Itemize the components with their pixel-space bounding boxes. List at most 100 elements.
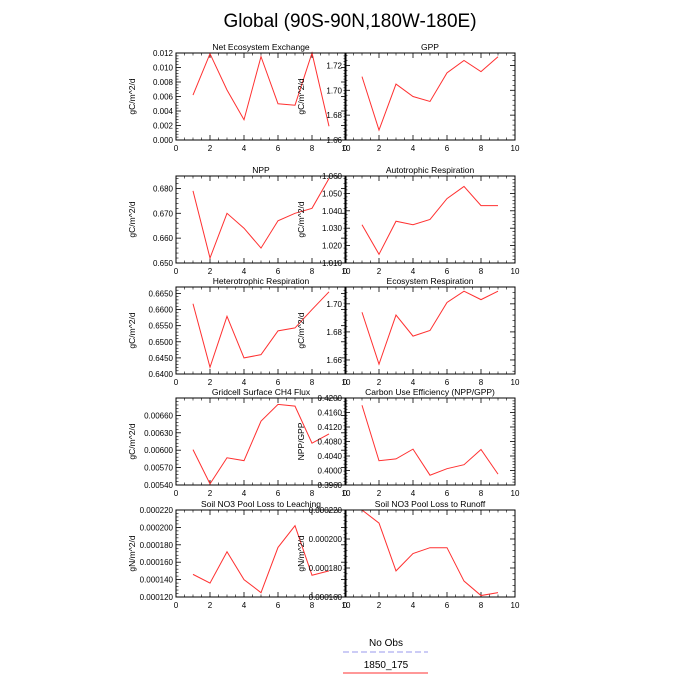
x-tick-label: 10 bbox=[342, 601, 351, 610]
x-tick-label: 0 bbox=[174, 144, 179, 153]
y-tick-label: 0.000220 bbox=[309, 506, 343, 515]
y-axis-label: gC/m^2/d bbox=[296, 78, 306, 114]
panel-6: Ecosystem Respiration gC/m^2/d 0 2 4 6 8 10 1.66… bbox=[296, 276, 520, 387]
x-tick-label: 0 bbox=[174, 378, 179, 387]
y-tick-label: 0.002 bbox=[153, 122, 174, 131]
y-tick-label: 0.4000 bbox=[318, 467, 343, 476]
x-tick-label: 0 bbox=[343, 489, 348, 498]
y-tick-label: 0.4200 bbox=[318, 394, 343, 403]
x-tick-label: 8 bbox=[479, 601, 484, 610]
y-tick-label: 0.000160 bbox=[140, 558, 174, 567]
x-tick-label: 8 bbox=[310, 601, 315, 610]
y-tick-label: 0.00600 bbox=[144, 446, 173, 455]
y-tick-label: 0.010 bbox=[153, 64, 174, 73]
y-tick-label: 0.004 bbox=[153, 107, 174, 116]
y-tick-label: 0.000180 bbox=[309, 564, 343, 573]
y-tick-label: 0.00540 bbox=[144, 481, 173, 490]
x-tick-label: 4 bbox=[242, 267, 247, 276]
y-tick-label: 1.68 bbox=[326, 111, 342, 120]
y-tick-label: 0.012 bbox=[153, 49, 174, 58]
y-tick-label: 1.010 bbox=[322, 259, 343, 268]
x-tick-label: 8 bbox=[479, 378, 484, 387]
panel-8: Carbon Use Efficiency (NPP/GPP) NPP/GPP 0 2… bbox=[296, 387, 520, 498]
y-tick-label: 1.040 bbox=[322, 207, 343, 216]
x-tick-label: 6 bbox=[445, 144, 450, 153]
series-line-1850-175 bbox=[361, 290, 499, 366]
y-axis-label: gC/m^2/d bbox=[296, 201, 306, 237]
panel-10: Soil NO3 Pool Loss to Runoff gN/m^2/d 0 2 4 6… bbox=[296, 499, 520, 610]
y-axis-label: NPP/GPP bbox=[296, 422, 306, 460]
x-tick-label: 10 bbox=[511, 144, 520, 153]
y-tick-label: 1.70 bbox=[326, 300, 342, 309]
x-tick-label: 4 bbox=[242, 601, 247, 610]
x-tick-label: 2 bbox=[208, 601, 213, 610]
x-tick-label: 0 bbox=[343, 378, 348, 387]
x-tick-label: 4 bbox=[242, 378, 247, 387]
y-tick-label: 0.4160 bbox=[318, 409, 343, 418]
x-tick-label: 6 bbox=[445, 378, 450, 387]
y-tick-label: 1.060 bbox=[322, 172, 343, 181]
y-tick-label: 0.6450 bbox=[149, 354, 174, 363]
x-tick-label: 4 bbox=[411, 144, 416, 153]
y-tick-label: 1.020 bbox=[322, 242, 343, 251]
y-tick-label: 0.00630 bbox=[144, 429, 173, 438]
y-tick-label: 1.66 bbox=[326, 356, 342, 365]
plot-frame bbox=[344, 397, 516, 486]
series-line-1850-175 bbox=[361, 185, 498, 256]
x-tick-label: 6 bbox=[445, 601, 450, 610]
x-tick-label: 2 bbox=[208, 144, 213, 153]
panel-title: Soil NO3 Pool Loss to Runoff bbox=[375, 499, 486, 509]
plot-frame bbox=[344, 175, 516, 264]
x-tick-label: 0 bbox=[174, 489, 179, 498]
panel-title: Carbon Use Efficiency (NPP/GPP) bbox=[365, 387, 495, 397]
x-tick-label: 4 bbox=[242, 144, 247, 153]
x-tick-label: 4 bbox=[411, 267, 416, 276]
y-tick-label: 0.000220 bbox=[140, 506, 174, 515]
x-tick-label: 10 bbox=[511, 267, 520, 276]
y-tick-label: 0.4040 bbox=[318, 452, 343, 461]
plot-frame bbox=[175, 286, 347, 375]
y-tick-label: 0.000 bbox=[153, 136, 174, 145]
y-tick-label: 0.000140 bbox=[140, 576, 174, 585]
y-tick-label: 0.670 bbox=[153, 209, 174, 218]
x-tick-label: 10 bbox=[511, 489, 520, 498]
y-tick-label: 0.00570 bbox=[144, 464, 173, 473]
x-tick-label: 4 bbox=[242, 489, 247, 498]
x-tick-label: 6 bbox=[276, 601, 281, 610]
panel-title: Autotrophic Respiration bbox=[386, 165, 475, 175]
x-tick-label: 10 bbox=[511, 378, 520, 387]
y-tick-label: 0.6400 bbox=[149, 370, 174, 379]
x-tick-label: 2 bbox=[208, 378, 213, 387]
x-tick-label: 10 bbox=[342, 378, 351, 387]
panel-title: NPP bbox=[252, 165, 270, 175]
y-tick-label: 1.68 bbox=[326, 328, 342, 337]
plot-frame bbox=[344, 286, 516, 375]
y-axis-label: gC/m^2/d bbox=[127, 201, 137, 237]
x-tick-label: 10 bbox=[342, 489, 351, 498]
x-tick-label: 8 bbox=[310, 144, 315, 153]
figure-title: Global (90S-90N,180W-180E) bbox=[223, 11, 476, 32]
x-tick-label: 0 bbox=[343, 267, 348, 276]
y-tick-label: 1.030 bbox=[322, 224, 343, 233]
series-line-1850-175 bbox=[361, 405, 499, 476]
y-tick-label: 0.650 bbox=[153, 259, 174, 268]
legend: No Obs 1850_175 bbox=[343, 638, 428, 674]
series-line-1850-175 bbox=[192, 403, 330, 485]
y-axis-label: gN/m^2/d bbox=[296, 535, 306, 571]
panel-7: Gridcell Surface CH4 Flux gC/m^2/d 0 2 4 6 8 10… bbox=[127, 387, 351, 498]
series-line-1850-175 bbox=[192, 178, 330, 260]
plot-frame bbox=[175, 509, 347, 598]
panel-5: Heterotrophic Respiration gC/m^2/d 0 2 4 6 8 10… bbox=[127, 276, 351, 387]
y-tick-label: 0.6600 bbox=[149, 306, 174, 315]
plot-frame bbox=[344, 509, 516, 598]
panel-1: Net Ecosystem Exchange gC/m^2/d 0 2 4 6 8 10 0.0… bbox=[127, 42, 351, 153]
panel-title: Ecosystem Respiration bbox=[387, 276, 474, 286]
plot-frame bbox=[175, 52, 347, 141]
x-tick-label: 6 bbox=[445, 489, 450, 498]
y-tick-label: 0.008 bbox=[153, 78, 174, 87]
x-tick-label: 4 bbox=[411, 489, 416, 498]
y-tick-label: 1.70 bbox=[326, 86, 342, 95]
y-tick-label: 0.680 bbox=[153, 184, 174, 193]
